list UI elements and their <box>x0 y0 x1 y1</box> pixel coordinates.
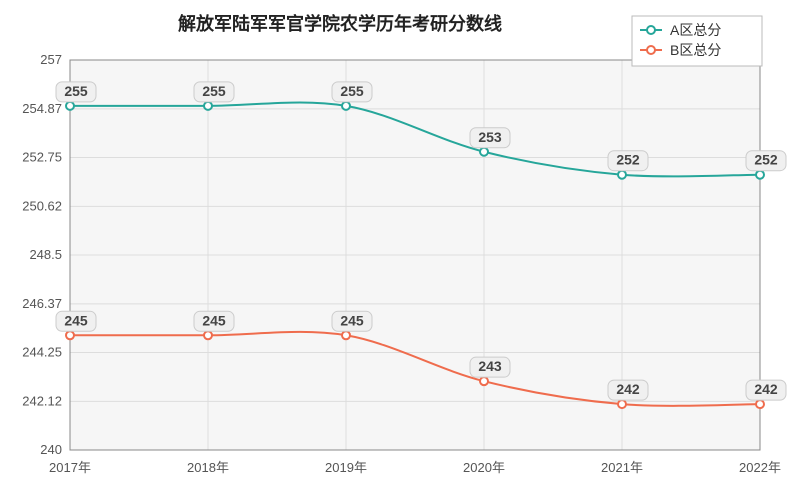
y-tick-label: 242.12 <box>22 393 62 408</box>
point-label-0-1: 255 <box>202 83 226 99</box>
x-tick-label: 2021年 <box>601 460 643 475</box>
point-label-0-2: 255 <box>340 83 364 99</box>
y-tick-label: 254.87 <box>22 101 62 116</box>
point-label-1-3: 243 <box>478 358 502 374</box>
y-tick-label: 252.75 <box>22 150 62 165</box>
point-label-1-4: 242 <box>616 381 640 397</box>
x-tick-label: 2019年 <box>325 460 367 475</box>
point-label-1-0: 245 <box>64 312 88 328</box>
y-tick-label: 240 <box>40 442 62 457</box>
point-label-1-5: 242 <box>754 381 778 397</box>
x-tick-label: 2018年 <box>187 460 229 475</box>
point-label-0-3: 253 <box>478 129 502 145</box>
series-marker-1-4 <box>618 400 626 408</box>
point-label-0-5: 252 <box>754 152 778 168</box>
y-tick-label: 246.37 <box>22 296 62 311</box>
series-marker-0-1 <box>204 102 212 110</box>
series-marker-1-5 <box>756 400 764 408</box>
x-tick-label: 2020年 <box>463 460 505 475</box>
series-marker-0-3 <box>480 148 488 156</box>
y-tick-label: 250.62 <box>22 198 62 213</box>
y-tick-label: 257 <box>40 52 62 67</box>
point-label-0-4: 252 <box>616 152 640 168</box>
legend-swatch-marker-0 <box>647 26 655 34</box>
point-label-0-0: 255 <box>64 83 88 99</box>
y-tick-label: 244.25 <box>22 345 62 360</box>
chart-svg: 240 242.12 244.25 246.37 248.5 250.62 252.75 25… <box>0 0 800 500</box>
series-marker-1-2 <box>342 331 350 339</box>
legend-label-1: B区总分 <box>670 42 721 58</box>
series-marker-1-1 <box>204 331 212 339</box>
series-marker-0-4 <box>618 171 626 179</box>
series-marker-1-3 <box>480 377 488 385</box>
series-marker-1-0 <box>66 331 74 339</box>
series-marker-0-2 <box>342 102 350 110</box>
point-label-1-1: 245 <box>202 312 226 328</box>
chart-title: 解放军陆军军官学院农学历年考研分数线 <box>178 13 502 34</box>
point-label-1-2: 245 <box>340 312 364 328</box>
x-tick-label: 2017年 <box>49 460 91 475</box>
series-marker-0-0 <box>66 102 74 110</box>
legend-label-0: A区总分 <box>670 22 721 38</box>
y-tick-label: 248.5 <box>29 247 62 262</box>
legend-swatch-marker-1 <box>647 46 655 54</box>
chart-container: 240 242.12 244.25 246.37 248.5 250.62 252.75 25… <box>0 0 800 500</box>
series-marker-0-5 <box>756 171 764 179</box>
x-tick-label: 2022年 <box>739 460 781 475</box>
